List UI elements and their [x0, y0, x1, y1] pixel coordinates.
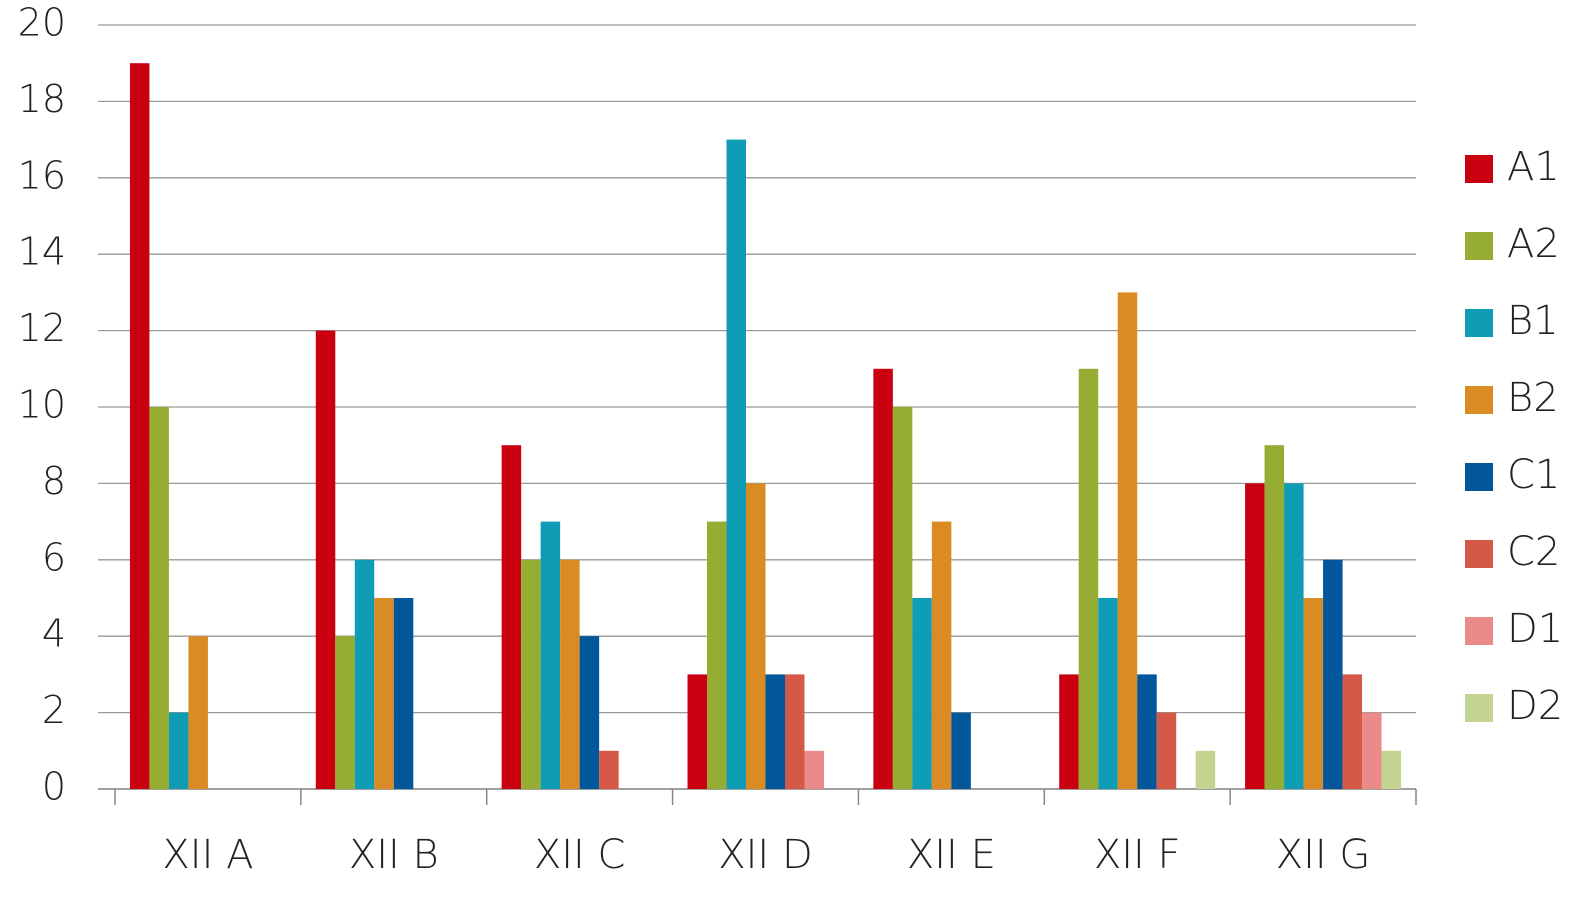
bar	[335, 636, 355, 789]
legend-label: A1	[1507, 144, 1560, 190]
y-tick-label: 0	[42, 765, 66, 809]
legend-swatch	[1465, 386, 1493, 414]
bar	[599, 750, 619, 789]
bar	[1323, 559, 1343, 789]
legend-label: A2	[1507, 221, 1560, 267]
bar	[912, 598, 932, 789]
bar	[1303, 598, 1324, 789]
x-tick-label: XII D	[718, 832, 813, 878]
bar	[726, 139, 746, 790]
bar	[1117, 292, 1138, 789]
bar	[785, 674, 805, 789]
bar	[1195, 750, 1216, 789]
bar	[951, 712, 971, 789]
legend-label: D1	[1507, 606, 1563, 652]
legend-swatch	[1465, 617, 1493, 645]
bar	[521, 559, 541, 789]
bar	[892, 407, 913, 789]
bar	[873, 368, 893, 789]
bar	[374, 598, 394, 789]
x-tick-label: XII E	[907, 832, 996, 878]
y-tick-label: 16	[18, 153, 66, 197]
legend-label: D2	[1507, 683, 1563, 729]
bar	[1284, 483, 1304, 789]
bar	[188, 636, 208, 789]
legend-swatch	[1465, 155, 1493, 183]
bar	[393, 598, 414, 789]
bar	[765, 674, 785, 789]
x-tick-label: XII F	[1094, 832, 1181, 878]
y-tick-label: 14	[18, 230, 66, 274]
legend-label: C1	[1507, 452, 1560, 498]
x-tick-label: XII G	[1276, 832, 1371, 878]
bar	[1078, 368, 1099, 789]
legend-swatch	[1465, 309, 1493, 337]
bar	[560, 559, 580, 789]
legend-label: C2	[1507, 529, 1560, 575]
bar	[931, 521, 952, 789]
legend-label: B2	[1507, 375, 1559, 421]
bar	[804, 750, 824, 789]
bar	[168, 712, 189, 789]
bar	[1342, 674, 1363, 789]
bar	[129, 63, 150, 789]
y-tick-label: 12	[18, 306, 66, 350]
x-tick-label: XII C	[534, 832, 626, 878]
bar	[354, 559, 375, 789]
bar	[1098, 598, 1118, 789]
bar	[1137, 674, 1157, 789]
x-tick-label: XII B	[349, 832, 439, 878]
legend-swatch	[1465, 463, 1493, 491]
y-tick-label: 10	[18, 383, 66, 427]
bar	[707, 521, 727, 789]
bar	[1059, 674, 1079, 789]
legend-swatch	[1465, 232, 1493, 260]
bar	[540, 521, 561, 789]
bar	[687, 674, 707, 789]
legend-swatch	[1465, 540, 1493, 568]
bar	[1362, 712, 1382, 789]
bar	[1381, 750, 1402, 789]
bar	[149, 407, 169, 789]
y-tick-label: 6	[42, 535, 66, 579]
x-tick-label: XII A	[162, 832, 253, 878]
bar	[1264, 445, 1285, 789]
y-tick-label: 18	[18, 77, 66, 121]
bar	[1245, 483, 1265, 789]
bar	[746, 483, 766, 789]
bar	[1156, 712, 1177, 789]
bar	[315, 330, 336, 789]
bar	[579, 636, 600, 789]
bar	[501, 445, 522, 789]
y-tick-label: 4	[42, 612, 66, 656]
legend-label: B1	[1507, 298, 1559, 344]
y-tick-label: 2	[42, 688, 66, 732]
y-tick-label: 8	[42, 459, 66, 503]
y-tick-label: 20	[18, 1, 66, 45]
legend-swatch	[1465, 694, 1493, 722]
